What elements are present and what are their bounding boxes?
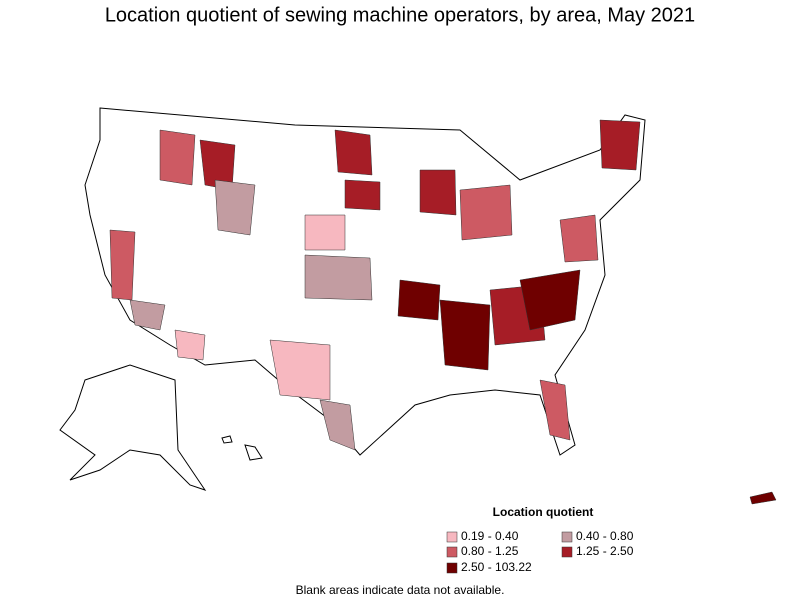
legend-swatch — [446, 531, 458, 543]
map-title: Location quotient of sewing machine oper… — [105, 4, 695, 26]
map-region — [459, 184, 513, 241]
map-region — [439, 299, 491, 371]
legend-label: 2.50 - 103.22 — [461, 560, 532, 574]
map-region — [397, 279, 441, 321]
map-region — [419, 169, 457, 216]
map-region — [539, 379, 571, 441]
map-region — [559, 214, 599, 263]
legend-title: Location quotient — [493, 505, 594, 519]
map-region — [749, 491, 777, 505]
map-region — [214, 179, 256, 236]
map-region — [129, 299, 166, 331]
map-region — [174, 329, 206, 361]
map-region — [159, 129, 196, 186]
legend-swatch — [561, 546, 573, 558]
hawaii — [244, 444, 263, 461]
map-region — [269, 339, 331, 401]
map-region — [334, 129, 373, 176]
legend-label: 0.40 - 0.80 — [576, 529, 634, 543]
legend-swatch — [446, 546, 458, 558]
map-region — [304, 214, 346, 251]
map-region — [599, 119, 641, 171]
alaska — [59, 364, 207, 491]
map — [59, 107, 777, 505]
legend-label: 0.80 - 1.25 — [461, 544, 519, 558]
legend-swatch — [446, 562, 458, 574]
regions — [109, 119, 777, 505]
legend-swatch — [561, 531, 573, 543]
hawaii — [221, 435, 233, 444]
map-region — [519, 269, 581, 331]
map-region — [344, 179, 381, 211]
legend-label: 0.19 - 0.40 — [461, 529, 519, 543]
map-region — [319, 399, 356, 451]
map-region — [304, 254, 373, 301]
legend: 0.19 - 0.40 0.40 - 0.80 0.80 - 1.25 1.25 - … — [446, 529, 634, 574]
legend-label: 1.25 - 2.50 — [576, 544, 634, 558]
footnote: Blank areas indicate data not available. — [296, 583, 505, 597]
map-region — [109, 229, 136, 301]
